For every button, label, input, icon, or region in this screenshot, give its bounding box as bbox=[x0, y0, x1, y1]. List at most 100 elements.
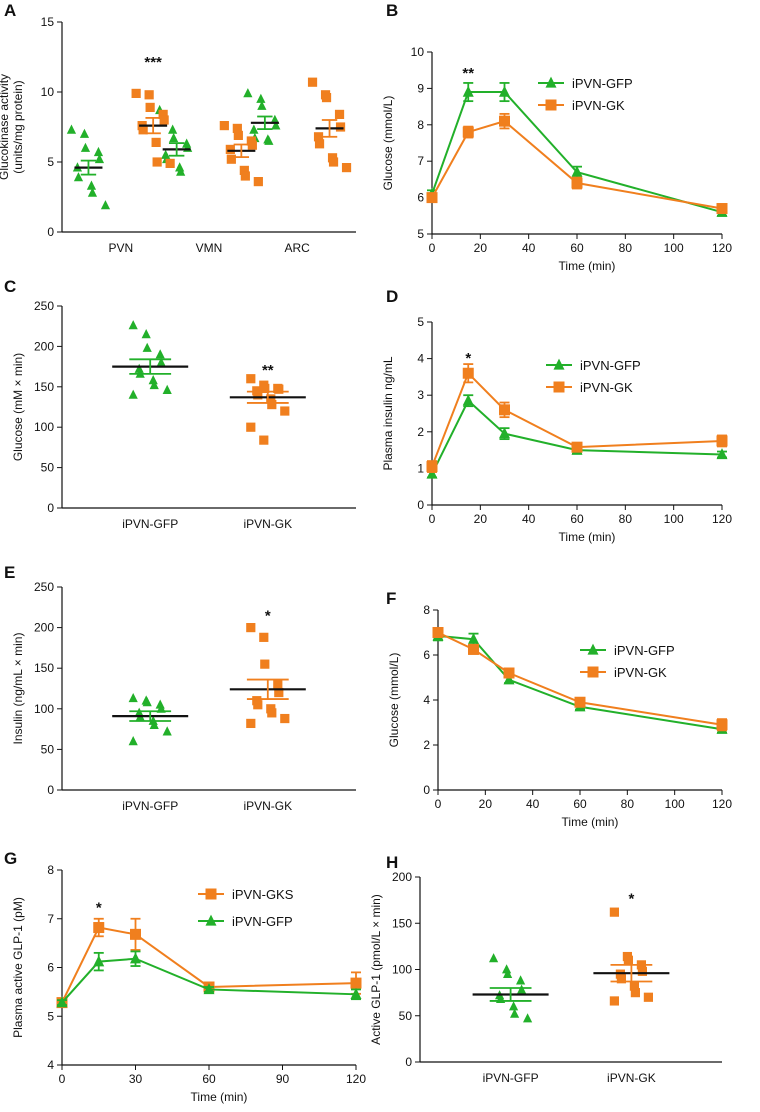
y-tick-label: 3 bbox=[417, 388, 424, 402]
y-tick-label: 5 bbox=[47, 155, 54, 169]
panel-letter-g: G bbox=[4, 849, 17, 868]
y-tick-label: 5 bbox=[47, 1009, 54, 1023]
significance-marker: * bbox=[265, 608, 271, 625]
y-tick-label: 4 bbox=[417, 352, 424, 366]
data-point bbox=[503, 673, 515, 685]
data-point bbox=[142, 697, 152, 707]
data-point bbox=[145, 102, 155, 112]
data-point bbox=[66, 124, 77, 134]
data-point bbox=[574, 696, 586, 708]
y-axis-label: Glucose (mmol/L) bbox=[387, 653, 401, 748]
y-tick-label: 0 bbox=[417, 498, 424, 512]
y-tick-label: 50 bbox=[399, 1009, 413, 1023]
x-tick-label: 40 bbox=[526, 797, 540, 811]
y-tick-label: 8 bbox=[423, 603, 430, 617]
data-point bbox=[142, 342, 152, 352]
y-tick-label: 100 bbox=[34, 420, 54, 434]
data-point bbox=[128, 692, 138, 703]
x-tick-label: 60 bbox=[573, 797, 587, 811]
x-category-label: iPVN-GK bbox=[607, 1071, 656, 1085]
y-tick-label: 150 bbox=[34, 380, 54, 394]
legend-label: iPVN-GFP bbox=[614, 643, 675, 658]
data-point bbox=[328, 157, 339, 167]
data-point bbox=[169, 132, 179, 143]
panel-letter-f: F bbox=[386, 589, 396, 608]
data-point bbox=[571, 441, 583, 453]
panel-f: F 0 2 4 6 8 Glucose (mmol/L) 0 20 40 60 80 100 120 Tim… bbox=[386, 589, 732, 829]
data-point bbox=[350, 977, 362, 989]
series-ipvn-gk bbox=[593, 907, 670, 1006]
panel-letter-b: B bbox=[386, 1, 398, 20]
series-gfp bbox=[66, 88, 281, 210]
y-axis-label: Glucose (mmol/L) bbox=[381, 96, 395, 191]
data-point bbox=[226, 154, 236, 164]
data-point bbox=[426, 467, 438, 479]
data-point bbox=[503, 667, 515, 679]
data-point bbox=[151, 137, 161, 147]
data-point bbox=[134, 363, 144, 373]
y-tick-label: 50 bbox=[41, 742, 55, 756]
y-tick-label: 5 bbox=[417, 227, 424, 241]
data-point bbox=[165, 158, 175, 168]
data-point bbox=[523, 1013, 533, 1023]
series-ipvn-gk bbox=[426, 112, 728, 215]
x-tick-label: 80 bbox=[619, 241, 633, 255]
data-point bbox=[219, 121, 229, 131]
series-ipvn-gfp bbox=[56, 950, 362, 1008]
legend-label: iPVN-GK bbox=[580, 380, 633, 395]
data-point bbox=[240, 171, 250, 181]
x-tick-label: 80 bbox=[621, 797, 635, 811]
legend-label: iPVN-GFP bbox=[580, 358, 641, 373]
data-point bbox=[256, 93, 266, 103]
data-point bbox=[148, 375, 158, 385]
significance-marker: ** bbox=[262, 362, 274, 379]
data-point bbox=[462, 85, 474, 97]
data-point bbox=[716, 448, 728, 460]
y-tick-label: 2 bbox=[423, 738, 430, 752]
data-point bbox=[156, 357, 166, 367]
y-tick-label: 8 bbox=[47, 863, 54, 877]
data-point bbox=[138, 125, 148, 135]
series-ipvn-gk bbox=[432, 627, 728, 732]
y-tick-label: 200 bbox=[34, 339, 54, 353]
data-point bbox=[155, 349, 165, 359]
y-axis-label: Active GLP-1 (pmol/L × min) bbox=[369, 894, 383, 1045]
y-tick-label: 100 bbox=[34, 702, 54, 716]
data-point bbox=[489, 953, 499, 963]
x-category-label: VMN bbox=[196, 241, 223, 255]
panel-d: D 0 1 2 3 4 5 Plasma insulin ng/mL 0 20 40 60 80 100 1… bbox=[381, 287, 732, 544]
data-point bbox=[159, 115, 169, 125]
y-tick-label: 250 bbox=[34, 580, 54, 594]
data-point bbox=[203, 983, 215, 995]
data-point bbox=[462, 126, 474, 138]
data-point bbox=[86, 180, 97, 190]
data-point bbox=[94, 153, 105, 164]
data-point bbox=[246, 718, 256, 729]
series-line bbox=[431, 399, 723, 475]
data-point bbox=[158, 109, 168, 119]
y-axis-label: Glucokinase activity bbox=[0, 74, 11, 180]
y-tick-label: 0 bbox=[47, 225, 54, 239]
y-tick-label: 50 bbox=[41, 461, 55, 475]
x-category-label: iPVN-GK bbox=[243, 517, 292, 531]
panel-e: E 0 50 100 150 200 250 Insulin (ng/mL × min) iPV… bbox=[4, 563, 356, 813]
data-point bbox=[616, 974, 626, 984]
data-point bbox=[128, 735, 138, 746]
data-point bbox=[87, 187, 98, 197]
data-point bbox=[246, 422, 256, 432]
data-point bbox=[716, 719, 728, 731]
data-point bbox=[499, 427, 510, 439]
data-point bbox=[260, 659, 270, 669]
data-point bbox=[468, 643, 479, 655]
x-tick-label: 0 bbox=[429, 512, 436, 526]
data-point bbox=[280, 406, 290, 416]
significance-marker: * bbox=[628, 890, 634, 907]
x-axis-label: Time (min) bbox=[559, 259, 616, 273]
data-point bbox=[307, 77, 318, 87]
data-point bbox=[93, 146, 104, 157]
y-tick-label: 10 bbox=[41, 85, 55, 99]
significance-marker: *** bbox=[144, 54, 162, 71]
data-point bbox=[144, 90, 154, 100]
data-point bbox=[274, 687, 284, 698]
data-point bbox=[571, 165, 583, 177]
